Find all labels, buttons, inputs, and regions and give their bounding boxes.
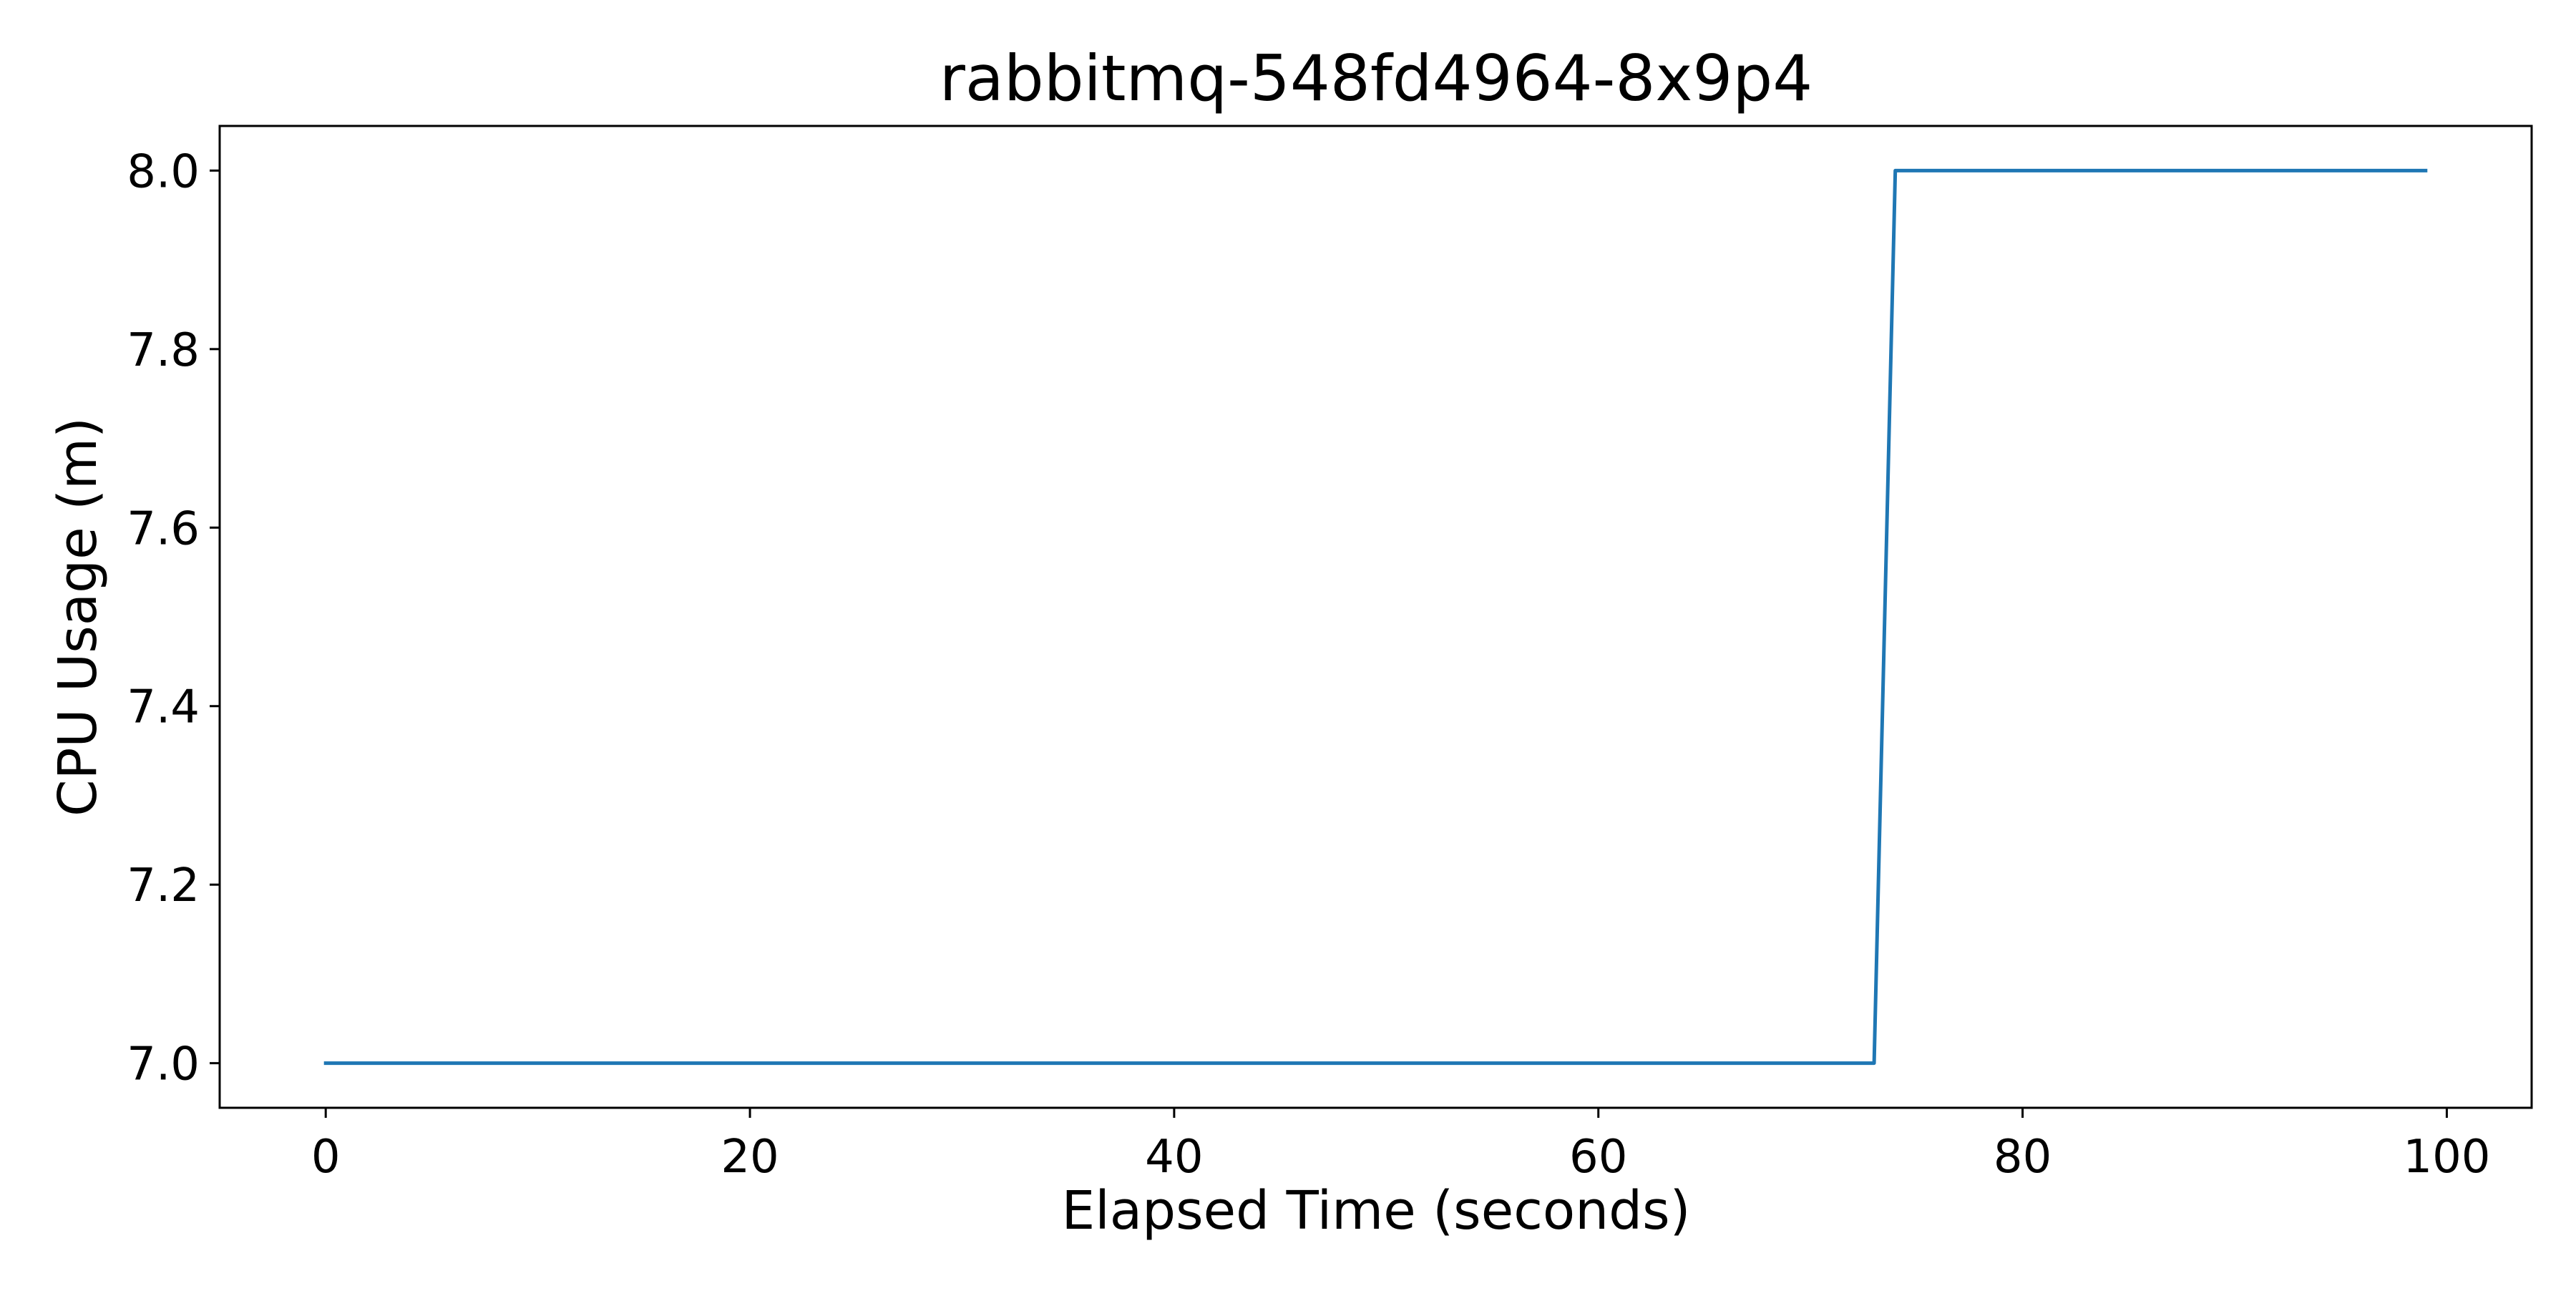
y-tick-label: 8.0 [127, 145, 200, 198]
series-line [323, 168, 2428, 1066]
x-tick-label: 40 [1145, 1131, 1203, 1184]
x-axis-label: Elapsed Time (seconds) [1061, 1180, 1690, 1242]
plot-area-frame [218, 125, 2533, 1109]
y-tick-label: 7.4 [127, 681, 200, 734]
x-axis-ticks: 0 20 40 60 80 100 [311, 1108, 2491, 1184]
y-tick-label: 7.0 [127, 1038, 200, 1091]
y-tick-label: 7.8 [127, 324, 200, 377]
y-tick-label: 7.6 [127, 502, 200, 555]
chart-title: rabbitmq-548fd4964-8x9p4 [940, 42, 1813, 115]
series-layer [323, 168, 2428, 1066]
x-tick-label: 80 [1994, 1131, 2051, 1184]
x-tick-label: 60 [1569, 1131, 1627, 1184]
y-axis-ticks: 7.0 7.2 7.4 7.6 7.8 8.0 [127, 145, 220, 1091]
y-axis-label: CPU Usage (m) [47, 417, 109, 817]
x-tick-label: 20 [721, 1131, 779, 1184]
x-tick-label: 0 [311, 1131, 341, 1184]
x-tick-label: 100 [2403, 1131, 2490, 1184]
y-tick-label: 7.2 [127, 859, 200, 912]
